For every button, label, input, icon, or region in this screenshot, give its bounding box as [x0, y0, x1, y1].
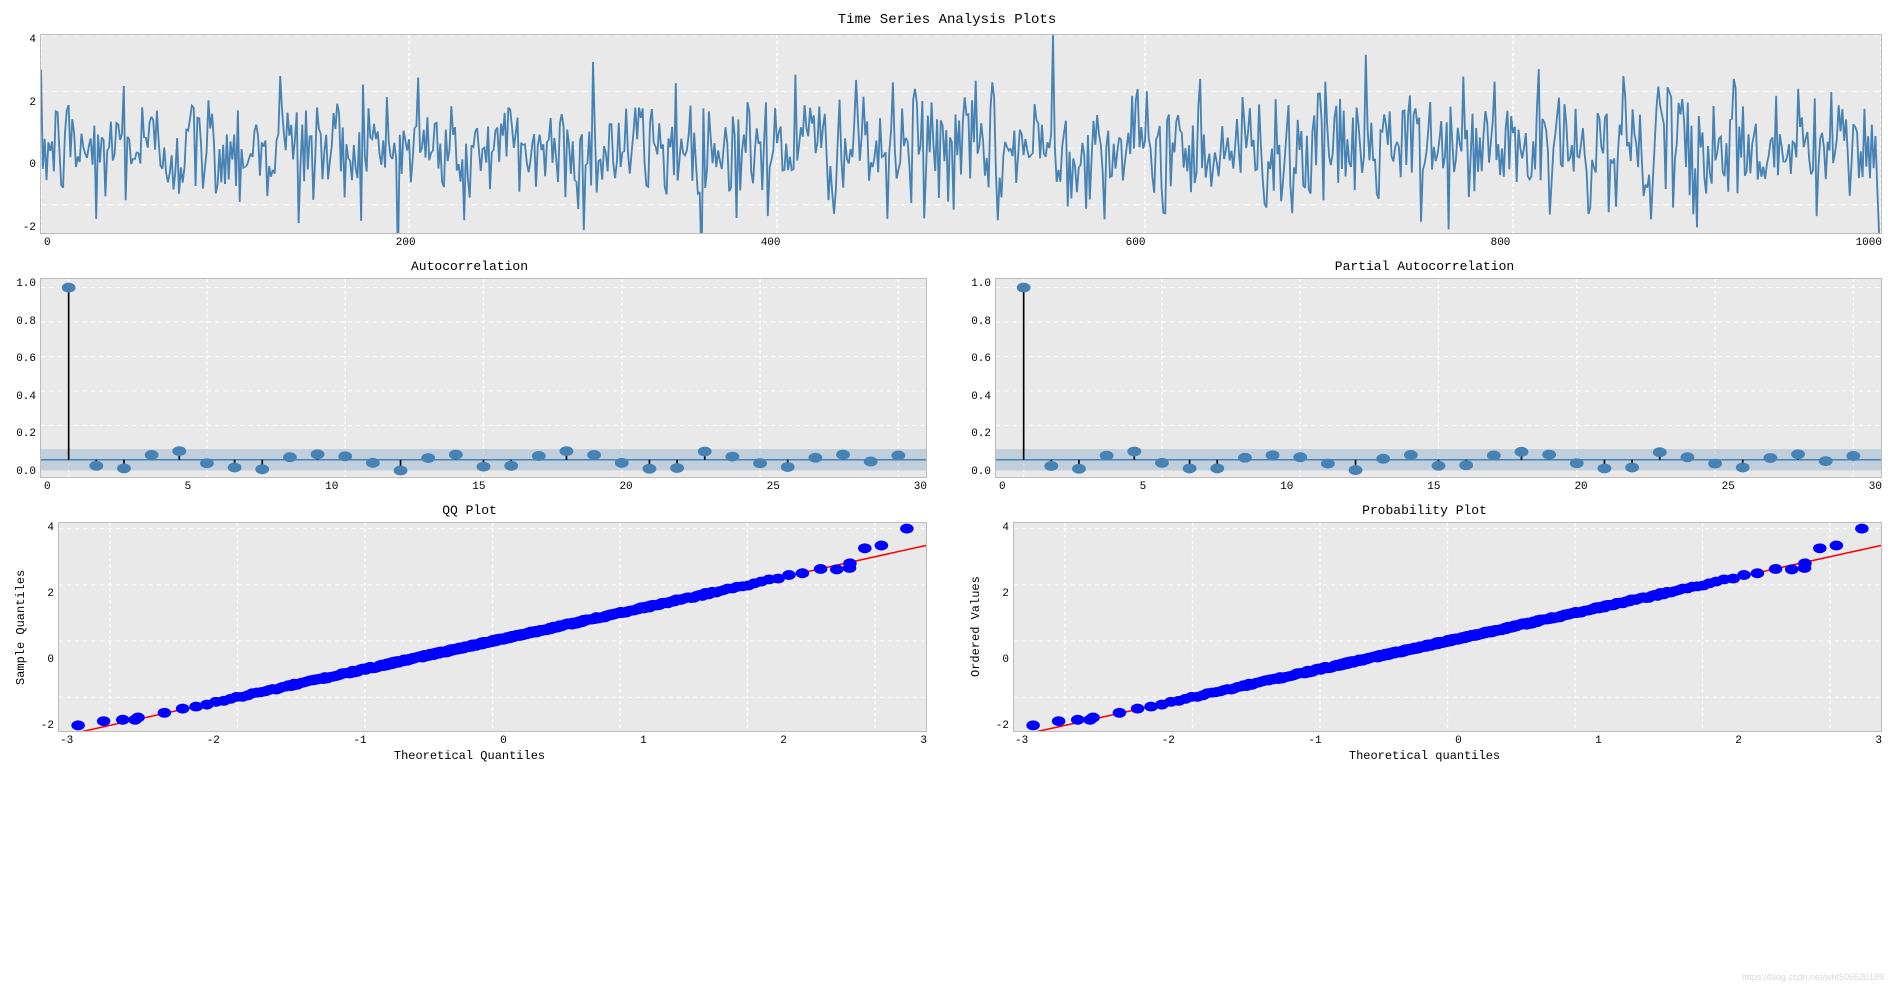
- timeseries-yticks: 420-2: [12, 34, 40, 234]
- timeseries-plot: [40, 34, 1882, 234]
- qq-title: QQ Plot: [12, 503, 927, 518]
- figure-title: Time Series Analysis Plots: [12, 12, 1882, 28]
- prob-plot: [1013, 522, 1882, 732]
- figure: Time Series Analysis Plots 420-2 0200400…: [12, 12, 1882, 763]
- prob-yticks: 420-2: [985, 522, 1013, 732]
- acf-xticks: 051015202530: [44, 478, 927, 493]
- timeseries-xticks: 02004006008001000: [44, 234, 1882, 249]
- pacf-yticks: 1.00.80.60.40.20.0: [967, 278, 995, 478]
- qq-plot: [58, 522, 927, 732]
- qq-panel: QQ Plot Sample Quantiles 420-2 -3-2-1012…: [12, 493, 927, 763]
- timeseries-panel: 420-2 02004006008001000: [12, 34, 1882, 249]
- acf-plot: [40, 278, 927, 478]
- acf-panel: Autocorrelation 1.00.80.60.40.20.0 05101…: [12, 249, 927, 493]
- pacf-plot: [995, 278, 1882, 478]
- pacf-xticks: 051015202530: [999, 478, 1882, 493]
- acf-yticks: 1.00.80.60.40.20.0: [12, 278, 40, 478]
- prob-title: Probability Plot: [967, 503, 1882, 518]
- watermark: https://blog.csdn.net/wht506520189: [1742, 972, 1884, 982]
- prob-ylabel: Ordered Values: [967, 522, 985, 732]
- prob-xticks: -3-2-10123: [1015, 732, 1882, 747]
- row-qq: QQ Plot Sample Quantiles 420-2 -3-2-1012…: [12, 493, 1882, 763]
- acf-title: Autocorrelation: [12, 259, 927, 274]
- pacf-panel: Partial Autocorrelation 1.00.80.60.40.20…: [967, 249, 1882, 493]
- row-correlation: Autocorrelation 1.00.80.60.40.20.0 05101…: [12, 249, 1882, 493]
- qq-xticks: -3-2-10123: [60, 732, 927, 747]
- prob-panel: Probability Plot Ordered Values 420-2 -3…: [967, 493, 1882, 763]
- pacf-title: Partial Autocorrelation: [967, 259, 1882, 274]
- qq-yticks: 420-2: [30, 522, 58, 732]
- qq-ylabel: Sample Quantiles: [12, 522, 30, 732]
- prob-xlabel: Theoretical quantiles: [967, 749, 1882, 763]
- qq-xlabel: Theoretical Quantiles: [12, 749, 927, 763]
